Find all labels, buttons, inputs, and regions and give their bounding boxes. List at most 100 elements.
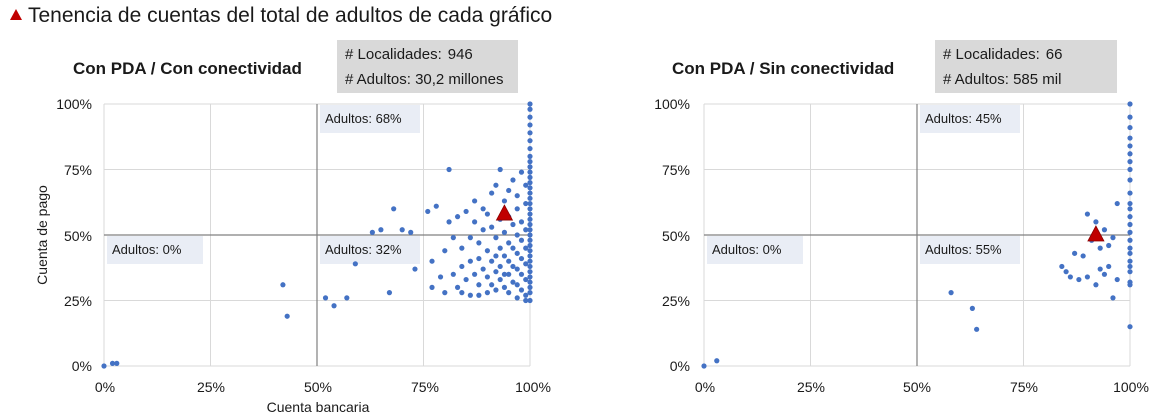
- chart-1-data-point: [523, 276, 529, 283]
- chart-1-data-point: [484, 274, 490, 280]
- chart-1-data-point: [518, 169, 525, 175]
- chart-1-average-marker: [495, 204, 514, 221]
- chart-1-data-point: [506, 271, 512, 277]
- chart-2-localidades-label: # Localidades:: [943, 46, 1040, 63]
- chart-2-ytick: 75%: [661, 162, 690, 178]
- chart-2-data-point: [1127, 245, 1133, 251]
- chart-2-data-point: [1080, 253, 1086, 259]
- chart-1-data-point: [450, 235, 456, 241]
- chart-1-data-point: [497, 245, 503, 251]
- chart-2-adultos-value: 585 mil: [1013, 71, 1062, 88]
- chart-1-data-point: [493, 269, 499, 275]
- chart-1-data-point: [459, 263, 465, 270]
- chart-2-data-point: [969, 305, 975, 311]
- chart-1-data-point: [101, 363, 107, 369]
- chart-1-data-point: [497, 276, 503, 283]
- chart-2-data-point: [1127, 229, 1133, 235]
- chart-2-data-point: [1127, 206, 1133, 212]
- chart-1-data-point: [429, 258, 435, 264]
- chart-1-data-point: [514, 295, 520, 301]
- chart-1-data-point: [523, 297, 529, 304]
- chart-2-data-point: [1127, 237, 1133, 243]
- chart-1-data-point: [280, 282, 286, 288]
- chart-2-data-point: [1127, 250, 1133, 256]
- chart-2-data-point: [948, 290, 954, 296]
- chart-1-data-point: [467, 258, 473, 264]
- chart-2-data-point: [1127, 200, 1133, 207]
- chart-1-data-point: [480, 227, 486, 233]
- chart-1-data-point: [442, 290, 448, 296]
- chart-1-data-point: [429, 284, 435, 290]
- chart-1-data-point: [510, 279, 516, 285]
- chart-2-data-point: [1067, 274, 1073, 280]
- chart-2-data-point: [1114, 200, 1120, 207]
- chart-2-quadrant-label-bg: [920, 236, 1020, 264]
- chart-2-data-point: [1101, 227, 1108, 233]
- chart-1-data-point: [493, 253, 499, 259]
- chart-1-data-point: [527, 101, 533, 107]
- chart-1-data-point: [501, 198, 508, 204]
- chart-1-data-point: [454, 214, 461, 220]
- chart-2-data-point: [1097, 245, 1103, 251]
- chart-2-data-point: [1127, 151, 1133, 157]
- chart-1-data-point: [284, 313, 290, 319]
- chart-1-data-point: [506, 187, 512, 194]
- chart-1-data-point: [472, 198, 478, 204]
- chart-1-data-point: [463, 276, 469, 283]
- chart-1-data-point: [501, 229, 508, 235]
- chart-1-data-point: [527, 174, 533, 180]
- chart-1-data-point: [476, 282, 482, 288]
- chart-2-data-point: [714, 358, 720, 364]
- chart-1-data-point: [527, 258, 533, 264]
- chart-1-data-point: [114, 360, 120, 366]
- chart-1-quadrant-label: Adultos: 0%: [112, 242, 182, 257]
- chart-1-data-point: [527, 190, 533, 196]
- chart-1-data-point: [518, 255, 525, 262]
- chart-1-adultos-value: 30,2 millones: [415, 71, 504, 88]
- chart-2-data-point: [1110, 295, 1116, 301]
- chart-1-data-point: [527, 274, 533, 280]
- chart-1-data-point: [527, 122, 533, 128]
- chart-1-quadrant-label-bg: [107, 236, 203, 264]
- chart-1-quadrant-label: Adultos: 32%: [325, 242, 402, 257]
- chart-1-data-point: [527, 200, 533, 207]
- chart-2-data-point: [1127, 143, 1133, 149]
- chart-2-data-point: [1072, 250, 1078, 256]
- chart-1-data-point: [527, 221, 533, 228]
- chart-1-data-point: [493, 235, 499, 241]
- chart-1-data-point: [476, 255, 482, 262]
- chart-1-data-point: [510, 221, 516, 228]
- chart-1-data-point: [527, 206, 533, 212]
- chart-1-data-point: [527, 284, 533, 290]
- chart-1-data-point: [527, 169, 533, 175]
- chart-1-data-point: [489, 282, 495, 288]
- chart-2-data-point: [1127, 263, 1133, 270]
- chart-2-data-point: [1127, 279, 1133, 285]
- chart-1-data-point: [450, 271, 456, 277]
- chart-2-quadrant-label-bg: [920, 105, 1020, 133]
- chart-1-data-point: [527, 164, 533, 170]
- chart-2-title: Con PDA / Sin conectividad: [672, 59, 895, 78]
- chart-1-data-point: [501, 253, 508, 259]
- chart-1-data-point: [523, 200, 529, 207]
- chart-1-data-point: [527, 138, 533, 144]
- chart-1-data-point: [446, 219, 452, 225]
- chart-1-data-point: [493, 287, 499, 293]
- chart-1-data-point: [489, 258, 495, 264]
- chart-1-data-point: [527, 130, 533, 136]
- chart-1-data-point: [518, 237, 525, 243]
- chart-1-data-point: [523, 245, 529, 251]
- chart-1-data-point: [472, 271, 478, 277]
- chart-1-data-point: [480, 266, 486, 272]
- chart-1-data-point: [344, 295, 350, 301]
- chart-1-data-point: [514, 250, 520, 256]
- chart-1-data-point: [527, 269, 533, 275]
- chart-1-data-point: [446, 166, 452, 173]
- chart-1-data-point: [514, 266, 520, 272]
- chart-1-data-point: [476, 240, 482, 246]
- chart-2-data-point: [1093, 282, 1099, 288]
- chart-1-ytick: 50%: [63, 228, 92, 244]
- chart-1-data-point: [514, 193, 520, 199]
- red-triangle-icon: [10, 9, 22, 20]
